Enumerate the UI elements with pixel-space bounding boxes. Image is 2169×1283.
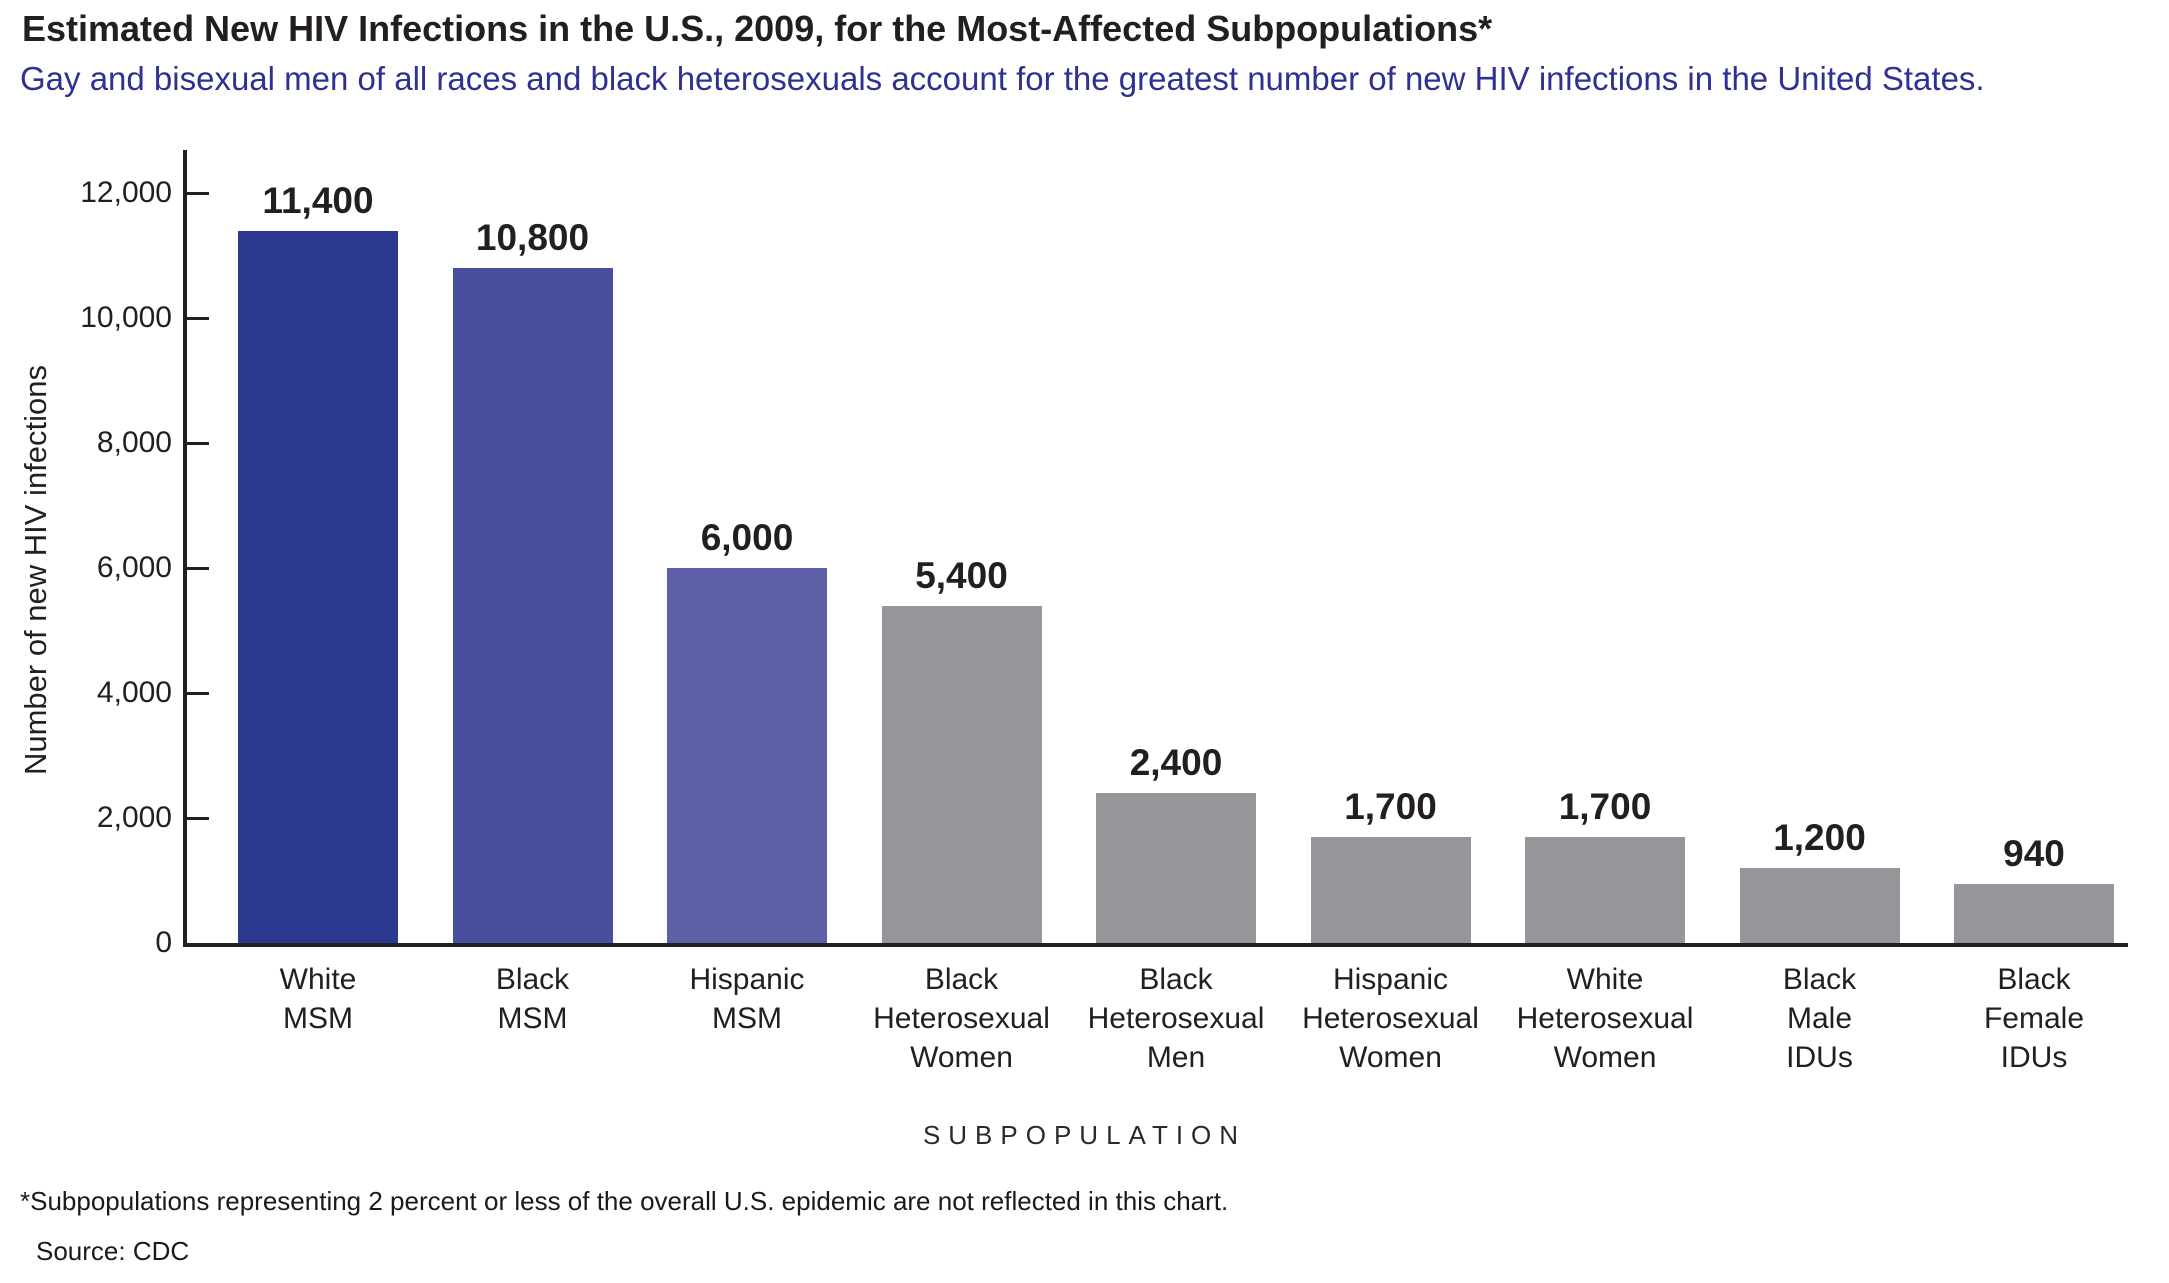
footnote: *Subpopulations representing 2 percent o… (20, 1186, 1229, 1216)
x-category-label: Black Female IDUs (1983, 963, 2085, 1074)
y-tick-label: 8,000 (96, 426, 172, 459)
bar-black-heterosexual-women (881, 605, 1042, 943)
bar-value-label: 1,700 (1558, 785, 1652, 827)
y-tick-mark (187, 191, 209, 195)
y-tick-label: 0 (155, 926, 172, 959)
bar-black-female-idus (1954, 884, 2114, 943)
bar-value-label: 1,200 (1773, 817, 1866, 858)
source-note: Source: CDC (36, 1236, 190, 1266)
bar-hispanic-heterosexual-women (1310, 836, 1471, 943)
y-tick-mark (187, 566, 209, 570)
bar-value-label: 1,700 (1344, 785, 1437, 827)
bar-value-label: 11,400 (262, 179, 374, 221)
bar-value-label: 940 (2003, 833, 2065, 875)
bar-black-heterosexual-men (1096, 793, 1256, 943)
bar-black-male-idus (1739, 868, 1900, 943)
x-category-label: Hispanic MSM (689, 963, 805, 1035)
y-tick-label: 10,000 (80, 301, 172, 334)
x-category-label: White MSM (279, 963, 357, 1035)
y-tick-mark (187, 816, 209, 820)
bar-value-label: 10,800 (475, 217, 590, 258)
x-category-label: Black Heterosexual Women (873, 963, 1050, 1074)
x-axis-line (183, 943, 2128, 947)
bar-value-label: 5,400 (915, 554, 1008, 596)
bar-value-label: 2,400 (1129, 742, 1223, 783)
chart-title: Estimated New HIV Infections in the U.S.… (22, 8, 1493, 49)
bar-hispanic-msm (667, 568, 827, 943)
bar-white-msm (238, 230, 398, 943)
x-axis-title: SUBPOPULATION (922, 1120, 1247, 1150)
x-category-label: Black Male IDUs (1782, 963, 1857, 1074)
y-axis-line (183, 150, 187, 947)
y-tick-mark (187, 691, 209, 695)
y-tick-label: 2,000 (96, 801, 172, 834)
y-tick-mark (187, 441, 209, 445)
bar-white-heterosexual-women (1525, 836, 1685, 943)
y-tick-label: 12,000 (80, 176, 172, 209)
chart-subtitle: Gay and bisexual men of all races and bl… (20, 60, 1985, 97)
x-category-label: Hispanic Heterosexual Women (1302, 963, 1479, 1074)
y-tick-mark (187, 316, 209, 320)
bar-black-msm (452, 268, 613, 943)
x-category-label: White Heterosexual Women (1516, 963, 1694, 1074)
y-tick-label: 6,000 (96, 551, 172, 584)
y-tick-label: 4,000 (96, 676, 172, 709)
x-category-label: Black MSM (495, 963, 570, 1035)
bar-value-label: 6,000 (700, 517, 794, 558)
x-category-label: Black Heterosexual Men (1087, 963, 1265, 1074)
